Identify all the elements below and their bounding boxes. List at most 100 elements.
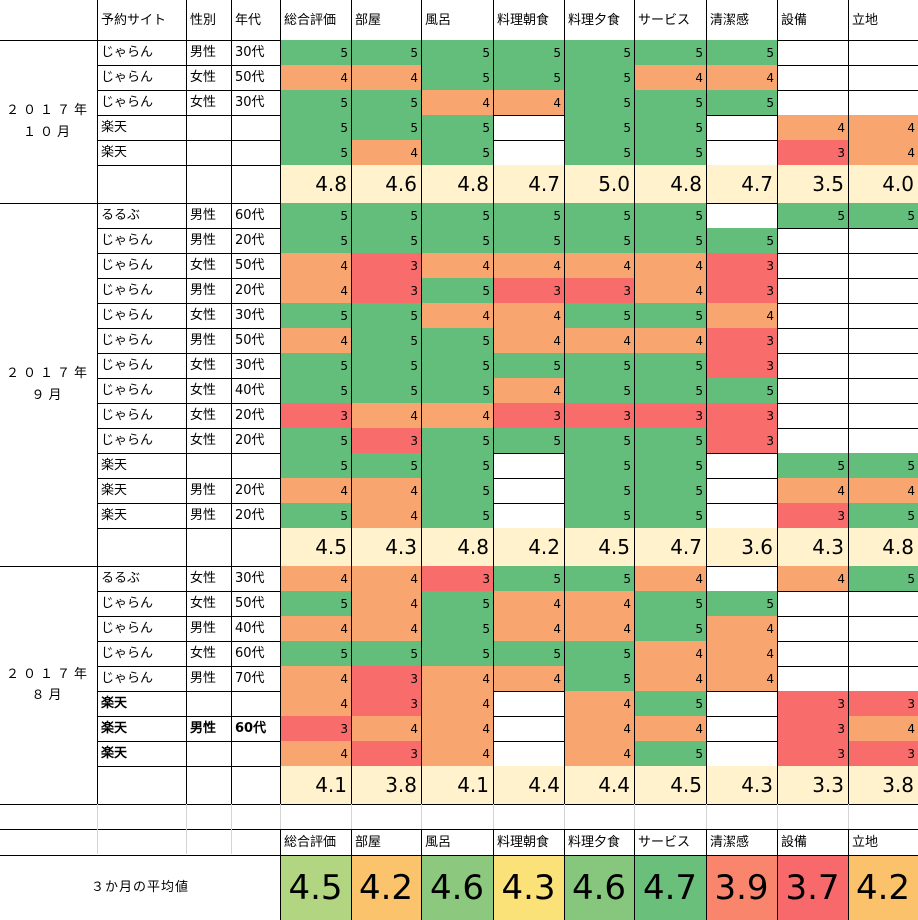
row-site[interactable]: じゃらん (101, 95, 154, 110)
row-site[interactable]: じゃらん (101, 283, 154, 298)
score-cleanliness[interactable] (706, 566, 777, 591)
score-room[interactable]: 4 (351, 140, 421, 165)
score-breakfast[interactable]: 5 (493, 40, 564, 65)
score-dinner[interactable]: 4 (564, 716, 634, 741)
row-gender[interactable]: 男性 (190, 283, 217, 298)
score-bath[interactable]: 5 (421, 591, 493, 616)
score-facilities[interactable] (777, 353, 848, 378)
score-location[interactable] (848, 253, 918, 278)
score-facilities[interactable]: 3 (777, 716, 848, 741)
score-cleanliness[interactable]: 5 (706, 90, 777, 115)
score-breakfast[interactable] (493, 716, 564, 741)
row-site[interactable]: じゃらん (101, 233, 154, 248)
row-gender[interactable]: 女性 (190, 596, 217, 611)
score-bath[interactable]: 3 (421, 566, 493, 591)
average-room[interactable]: 3.8 (351, 766, 421, 804)
row-age[interactable]: 50代 (235, 333, 265, 348)
score-location[interactable] (848, 616, 918, 641)
row-site[interactable]: じゃらん (101, 308, 154, 323)
row-age[interactable]: 20代 (235, 483, 265, 498)
row-gender[interactable]: 女性 (190, 70, 217, 85)
score-dinner[interactable]: 5 (564, 353, 634, 378)
row-gender[interactable]: 女性 (190, 95, 217, 110)
row-age[interactable] (231, 115, 280, 140)
column-header[interactable]: 設備 (781, 12, 808, 28)
average-room[interactable]: 4.3 (351, 528, 421, 566)
score-bath[interactable]: 4 (421, 90, 493, 115)
average-dinner[interactable]: 4.5 (564, 528, 634, 566)
average-breakfast[interactable]: 4.7 (493, 165, 564, 203)
score-breakfast[interactable]: 4 (493, 328, 564, 353)
column-header[interactable]: 部屋 (355, 12, 382, 28)
score-service[interactable]: 5 (634, 40, 706, 65)
row-site[interactable]: 楽天 (101, 508, 128, 523)
score-breakfast[interactable]: 4 (493, 591, 564, 616)
score-room[interactable]: 5 (351, 40, 421, 65)
row-site[interactable]: 楽天 (101, 721, 128, 736)
score-bath[interactable]: 5 (421, 115, 493, 140)
score-facilities[interactable] (777, 616, 848, 641)
column-header[interactable]: 風呂 (425, 12, 452, 28)
score-dinner[interactable]: 5 (564, 428, 634, 453)
score-room[interactable]: 4 (351, 566, 421, 591)
column-header[interactable]: 清潔感 (710, 12, 750, 28)
score-service[interactable]: 5 (634, 741, 706, 766)
score-cleanliness[interactable] (706, 478, 777, 503)
row-age[interactable]: 60代 (235, 208, 265, 223)
row-gender[interactable]: 女性 (190, 383, 217, 398)
score-service[interactable]: 5 (634, 228, 706, 253)
column-header[interactable]: 料理夕食 (568, 12, 621, 28)
score-cleanliness[interactable] (706, 115, 777, 140)
row-gender[interactable]: 男性 (190, 508, 217, 523)
score-facilities[interactable] (777, 228, 848, 253)
score-service[interactable]: 5 (634, 616, 706, 641)
row-site[interactable]: るるぶ (101, 208, 141, 223)
score-overall[interactable]: 4 (280, 253, 351, 278)
score-room[interactable]: 5 (351, 115, 421, 140)
score-room[interactable]: 5 (351, 453, 421, 478)
score-overall[interactable]: 5 (280, 203, 351, 228)
score-room[interactable]: 4 (351, 403, 421, 428)
score-bath[interactable]: 5 (421, 428, 493, 453)
summary-cleanliness[interactable]: 3.9 (706, 856, 777, 920)
score-dinner[interactable]: 5 (564, 228, 634, 253)
average-overall[interactable]: 4.8 (280, 165, 351, 203)
row-site[interactable]: じゃらん (101, 646, 154, 661)
score-dinner[interactable]: 5 (564, 641, 634, 666)
summary-dinner[interactable]: 4.6 (564, 856, 634, 920)
score-location[interactable]: 5 (848, 566, 918, 591)
row-age[interactable] (231, 741, 280, 766)
row-site[interactable]: るるぶ (101, 571, 141, 586)
score-dinner[interactable]: 5 (564, 40, 634, 65)
summary-header[interactable]: 料理夕食 (568, 835, 621, 850)
score-service[interactable]: 5 (634, 353, 706, 378)
score-cleanliness[interactable] (706, 741, 777, 766)
average-facilities[interactable]: 3.5 (777, 165, 848, 203)
average-dinner[interactable]: 4.4 (564, 766, 634, 804)
row-site[interactable]: 楽天 (101, 145, 128, 160)
row-age[interactable]: 30代 (235, 308, 265, 323)
row-site[interactable]: じゃらん (101, 258, 154, 273)
score-room[interactable]: 4 (351, 503, 421, 528)
score-facilities[interactable] (777, 278, 848, 303)
summary-header[interactable]: 立地 (852, 835, 879, 850)
average-location[interactable]: 4.0 (848, 165, 918, 203)
average-cleanliness[interactable]: 4.3 (706, 766, 777, 804)
row-gender[interactable]: 男性 (190, 233, 217, 248)
score-facilities[interactable]: 4 (777, 566, 848, 591)
score-breakfast[interactable]: 4 (493, 666, 564, 691)
score-location[interactable]: 3 (848, 691, 918, 716)
average-breakfast[interactable]: 4.4 (493, 766, 564, 804)
score-cleanliness[interactable] (706, 691, 777, 716)
average-service[interactable]: 4.5 (634, 766, 706, 804)
score-room[interactable]: 3 (351, 691, 421, 716)
score-cleanliness[interactable]: 3 (706, 403, 777, 428)
row-age[interactable]: 20代 (235, 508, 265, 523)
score-room[interactable]: 4 (351, 65, 421, 90)
score-breakfast[interactable]: 5 (493, 203, 564, 228)
row-gender[interactable] (186, 115, 231, 140)
summary-service[interactable]: 4.7 (634, 856, 706, 920)
score-cleanliness[interactable]: 5 (706, 40, 777, 65)
average-dinner[interactable]: 5.0 (564, 165, 634, 203)
summary-header[interactable]: 設備 (781, 835, 808, 850)
